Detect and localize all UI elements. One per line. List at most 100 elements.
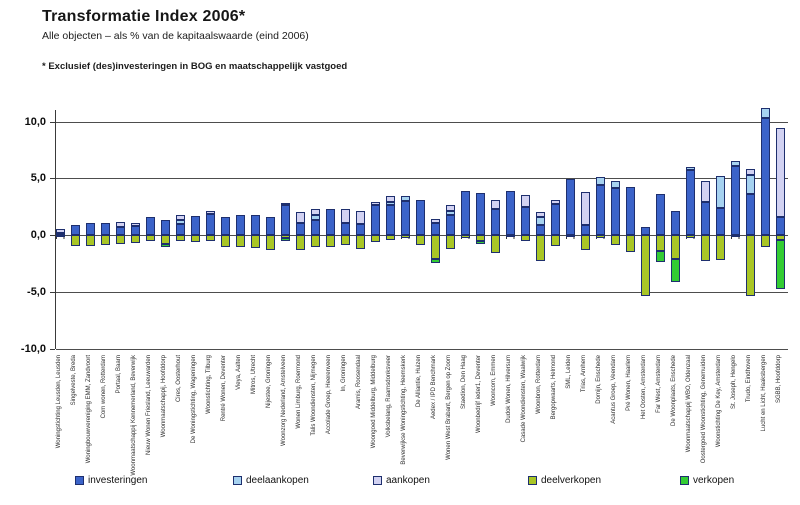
bar-segment-deelverkopen	[190, 235, 200, 242]
legend-item-verkopen: verkopen	[680, 475, 734, 486]
category-label: Woonmaatschappij Kennemerland, Beverwijk	[131, 355, 137, 476]
bar-segment-deelverkopen	[325, 235, 335, 248]
bar-segment-verkopen	[670, 258, 680, 283]
bar-segment-deelverkopen	[430, 235, 440, 259]
bar-segment-deelaankopen	[730, 161, 740, 166]
category-label: Beverwijkse Woningstichting, Heemskerk	[401, 355, 407, 465]
bar-segment-aankopen	[55, 229, 65, 233]
legend-swatch-deelverkopen	[528, 476, 537, 485]
bar-segment-deelaankopen	[385, 202, 395, 206]
bar-segment-investeringen	[160, 220, 170, 235]
bar-segment-deelaankopen	[745, 174, 755, 195]
bar-segment-deelverkopen	[340, 235, 350, 246]
bar-segment-investeringen	[340, 223, 350, 235]
bar-segment-investeringen	[310, 219, 320, 235]
bar-segment-investeringen	[145, 216, 155, 235]
bar-segment-deelaankopen	[310, 215, 320, 220]
bar-segment-investeringen	[430, 222, 440, 235]
bar-segment-deelverkopen	[220, 235, 230, 248]
y-tick-label: 5,0	[30, 172, 46, 185]
bar-segment-investeringen	[595, 185, 605, 235]
legend-item-deelverkopen: deelverkopen	[528, 475, 601, 486]
bar-segment-investeringen	[130, 226, 140, 235]
bar-segment-investeringen	[490, 208, 500, 235]
y-tick-label: -5,0	[27, 285, 46, 298]
bar-segment-investeringen	[190, 216, 200, 235]
legend-swatch-verkopen	[680, 476, 689, 485]
bar-segment-investeringen	[580, 225, 590, 235]
category-label: Portaal, Baarn	[116, 355, 122, 394]
y-tick-label: -10,0	[20, 342, 46, 355]
bar-segment-deelaankopen	[400, 196, 410, 201]
category-label: Accolade Groep, Heerenveen	[326, 355, 332, 435]
bar-segment-deelaankopen	[175, 219, 185, 224]
bar-segment-deelverkopen	[130, 235, 140, 243]
bar-segment-deelverkopen	[355, 235, 365, 249]
category-label: Woonbron, Rotterdam	[536, 355, 542, 414]
bar-segment-deelaankopen	[595, 177, 605, 186]
bar-segment-aankopen	[535, 212, 545, 218]
bar-segment-investeringen	[445, 214, 455, 235]
legend-label: investeringen	[88, 475, 148, 486]
bar-segment-aankopen	[295, 211, 305, 224]
category-label: Far West, Amsterdam	[656, 355, 662, 413]
bar-segment-deelaankopen	[715, 175, 725, 208]
bar-segment-deelverkopen	[265, 235, 275, 251]
bar-segment-aankopen	[745, 169, 755, 175]
bar-segment-deelverkopen	[745, 235, 755, 297]
bar-segment-investeringen	[400, 200, 410, 235]
category-label: St. Joseph, Hengelo	[731, 355, 737, 410]
category-label: Woonbedrijf ieder1, Deventer	[476, 355, 482, 433]
bar-segment-deelverkopen	[640, 235, 650, 296]
bar-segment-investeringen	[550, 204, 560, 235]
bar-segment-investeringen	[235, 214, 245, 235]
bar-segment-aankopen	[580, 191, 590, 226]
category-label: De Alliantie, Huizen	[416, 355, 422, 408]
bar-segment-deelverkopen	[370, 235, 380, 242]
category-label: Com wonen, Rotterdam	[101, 355, 107, 419]
category-label: Volksbelang, Raamsdonksveer	[386, 355, 392, 438]
bar-segment-aankopen	[280, 203, 290, 206]
bar-segment-deelaankopen	[685, 166, 695, 171]
bar-segment-deelverkopen	[670, 235, 680, 259]
category-label: Rentré Wonen, Deventer	[221, 355, 227, 422]
bar-segment-investeringen	[640, 227, 650, 235]
bar-segment-deelaankopen	[610, 180, 620, 188]
bar-segment-investeringen	[250, 215, 260, 235]
category-label: Casade Woondiensten, Waalwijk	[521, 355, 527, 443]
category-label: Mitros, Utrecht	[251, 355, 257, 395]
legend-item-deelaankopen: deelaankopen	[233, 475, 309, 486]
bar-segment-investeringen	[265, 216, 275, 235]
bar-segment-aankopen	[370, 202, 380, 206]
legend-swatch-aankopen	[373, 476, 382, 485]
category-label: Woonmaatschappij WBO, Oldenzaal	[686, 355, 692, 453]
chart-title: Transformatie Index 2006*	[42, 8, 246, 25]
bar-segment-investeringen	[655, 194, 665, 235]
bar-segment-deelverkopen	[100, 235, 110, 245]
category-label: Cires, Oosterhout	[176, 355, 182, 403]
category-label: Woonmaatschappij, Hoofddorp	[161, 355, 167, 438]
bar-segment-investeringen	[745, 194, 755, 235]
category-label: Dudok Wonen, Hilversum	[506, 355, 512, 423]
bar-segment-aankopen	[205, 211, 215, 214]
y-tick-label: 10,0	[24, 115, 46, 128]
category-label: Lucht en Licht, Haaksbergen	[761, 355, 767, 432]
bar-segment-investeringen	[775, 217, 785, 235]
bar-segment-investeringen	[565, 179, 575, 235]
plot-area	[50, 108, 788, 350]
chart-subtitle: Alle objecten – als % van de kapitaalswa…	[42, 30, 309, 42]
bar-segment-investeringen	[85, 222, 95, 235]
legend-label: verkopen	[693, 475, 735, 486]
bar-segment-investeringen	[175, 223, 185, 235]
bar-segment-investeringen	[700, 202, 710, 235]
bar-segment-deelverkopen	[595, 235, 605, 239]
bar-segment-deelaankopen	[535, 217, 545, 226]
bar-segment-deelverkopen	[70, 235, 80, 247]
y-axis-tick	[50, 291, 55, 293]
bar-segment-deelverkopen	[760, 235, 770, 248]
y-axis-tick	[50, 348, 55, 350]
bar-segment-deelaankopen	[445, 210, 455, 215]
category-label: Staedion, Den Haag	[461, 355, 467, 410]
bar-segment-aankopen	[355, 211, 365, 224]
